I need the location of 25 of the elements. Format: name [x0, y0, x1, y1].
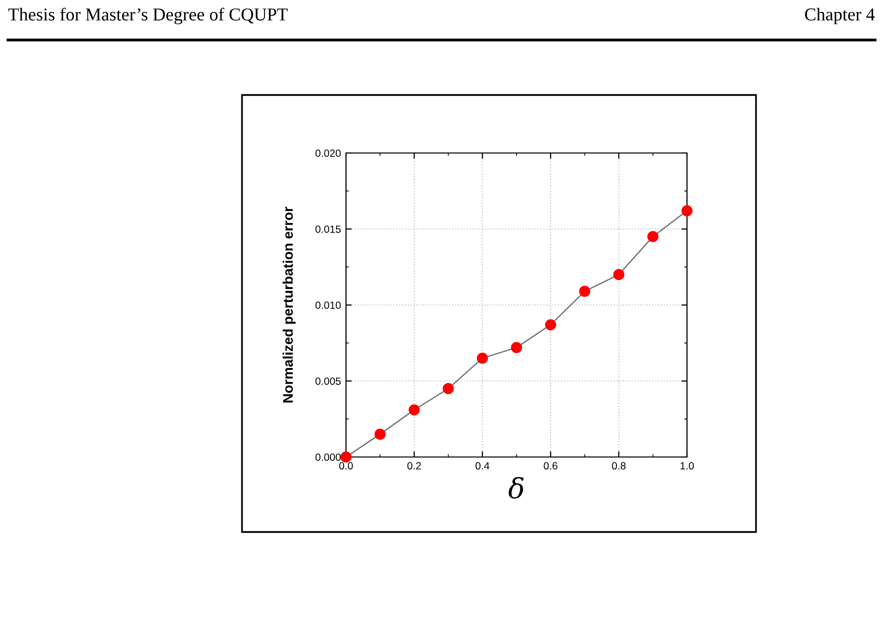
x-axis-title: δ: [508, 476, 524, 499]
point: [613, 269, 624, 280]
point: [579, 286, 590, 297]
point: [408, 404, 420, 416]
point: [476, 352, 488, 364]
y-tick-label: 0.000: [315, 454, 341, 461]
point: [681, 205, 693, 216]
y-tick-label: 0.020: [315, 150, 341, 157]
text: Chapter 4: [805, 8, 875, 24]
point: [647, 231, 658, 242]
y-axis-title: Normalized perturbation error: [282, 206, 296, 402]
text: Thesis for Master’s Degree of CQUPT: [8, 8, 288, 24]
x-tick-label: 0.4: [476, 462, 490, 470]
x-tick-label: 0.0: [339, 462, 353, 470]
y-tick-label: 0.010: [315, 302, 341, 309]
point: [545, 319, 556, 330]
x-tick-label: 1.0: [680, 462, 694, 470]
point: [510, 342, 522, 354]
x-tick-label: 0.6: [544, 462, 558, 470]
y-tick-label: 0.005: [315, 378, 341, 385]
x-tick-label: 0.2: [407, 462, 421, 470]
x-tick-label: 0.8: [612, 462, 626, 470]
y-tick-label: 0.015: [315, 226, 341, 233]
point: [442, 383, 454, 394]
point: [374, 428, 386, 440]
